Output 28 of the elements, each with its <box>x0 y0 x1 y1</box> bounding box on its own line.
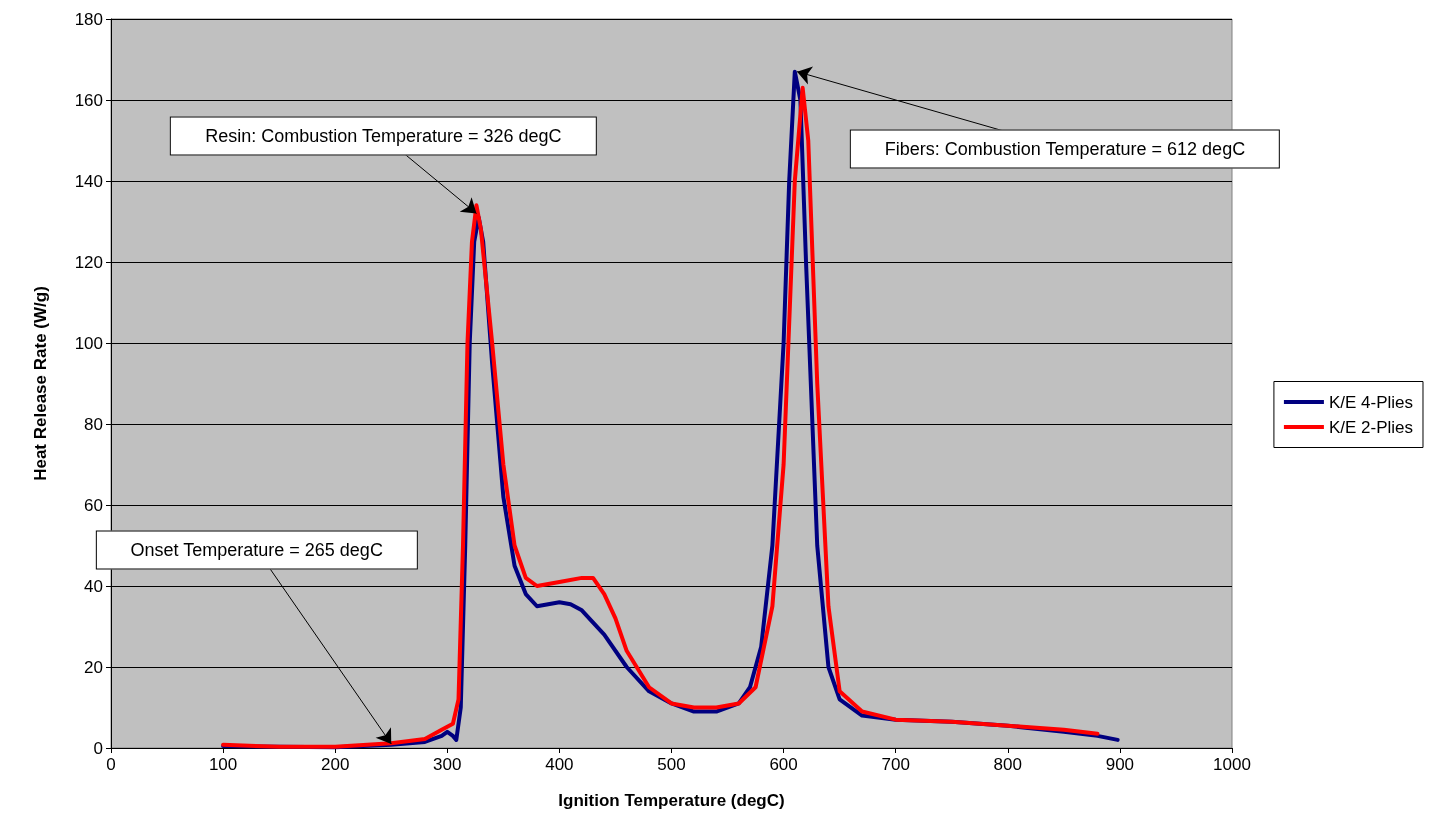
legend-label: K/E 2-Plies <box>1328 417 1414 437</box>
y-tick-label: 80 <box>84 414 103 434</box>
x-tick-label: 700 <box>881 755 910 774</box>
y-tick-label: 20 <box>84 657 103 677</box>
x-tick-label: 500 <box>657 755 686 774</box>
callout-box: Fibers: Combustion Temperature = 612 degC <box>849 129 1281 169</box>
x-tick-label: 200 <box>321 755 350 774</box>
y-tick-label: 0 <box>93 738 103 758</box>
callout-box: Resin: Combustion Temperature = 326 degC <box>170 116 597 156</box>
x-tick-label: 300 <box>433 755 462 774</box>
callout-box: Onset Temperature = 265 degC <box>95 530 418 570</box>
x-tick-label: 600 <box>769 755 798 774</box>
x-tick-label: 100 <box>208 755 238 774</box>
y-tick-label: 160 <box>74 90 103 110</box>
y-axis-title: Heat Release Rate (W/g) <box>31 286 50 481</box>
legend-label: K/E 4-Plies <box>1328 392 1414 412</box>
y-tick-label: 100 <box>74 333 103 353</box>
y-tick-label: 40 <box>84 576 103 596</box>
x-tick-label: 0 <box>106 755 116 774</box>
x-tick-label: 900 <box>1105 755 1135 774</box>
x-tick-label: 400 <box>545 755 574 774</box>
y-tick-label: 140 <box>74 171 103 191</box>
x-axis-title: Ignition Temperature (degC) <box>558 791 785 810</box>
y-tick-label: 120 <box>74 252 103 272</box>
y-tick-label: 180 <box>74 9 103 29</box>
x-tick-label: 800 <box>993 755 1022 774</box>
y-tick-label: 60 <box>84 495 103 515</box>
x-tick-label: 1000 <box>1213 755 1251 774</box>
